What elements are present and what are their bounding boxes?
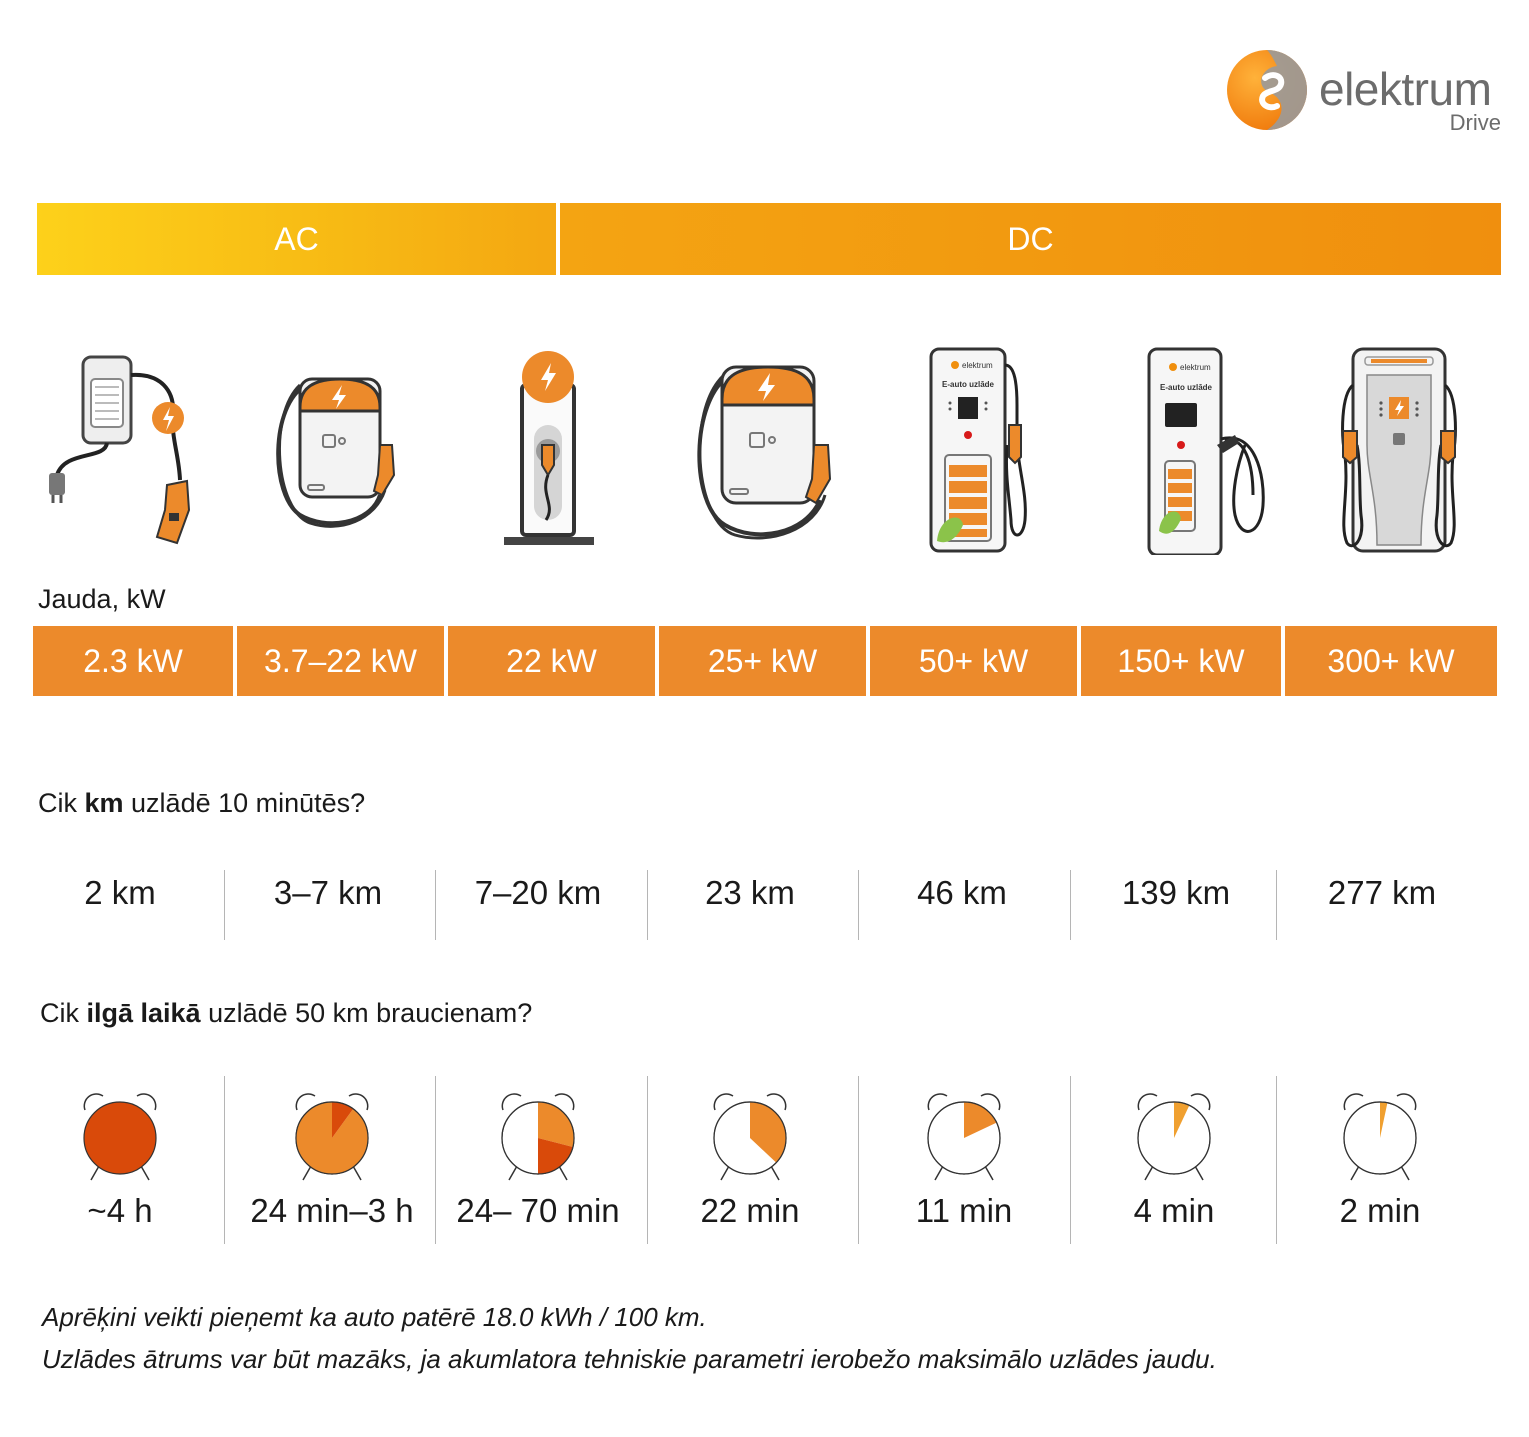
charge-time-label: 22 min xyxy=(700,1192,800,1229)
km-value: 46 km xyxy=(917,874,1007,911)
footnote-consumption: Aprēķini veikti pieņemt ka auto patērē 1… xyxy=(42,1302,707,1332)
charge-time-item: 24 min–3 h xyxy=(232,1080,432,1245)
divider xyxy=(1276,1076,1277,1244)
charge-time-label: 2 min xyxy=(1339,1192,1421,1229)
divider xyxy=(1070,870,1071,940)
charge-time-item: 22 min xyxy=(650,1080,850,1245)
alarm-clock-icon xyxy=(1137,1093,1211,1181)
charge-time-wedge xyxy=(1380,1102,1388,1138)
dc-station-50-icon: elektrum E-auto uzlāde xyxy=(925,345,1035,555)
brand-sub: Drive xyxy=(1449,110,1501,135)
ac-label: AC xyxy=(274,220,319,257)
alarm-clock-icon xyxy=(501,1093,575,1181)
power-cell: 150+ kW xyxy=(1081,626,1281,696)
brand-name: elektrum xyxy=(1319,63,1492,115)
charge-time-inner-wedge xyxy=(332,1102,354,1138)
charge-time-item: 2 min xyxy=(1280,1080,1480,1245)
charge-time-item: 24– 70 min xyxy=(438,1080,638,1245)
divider xyxy=(224,870,225,940)
power-row: 2.3 kW 3.7–22 kW 22 kW 25+ kW 50+ kW 150… xyxy=(33,626,1497,696)
charge-time-label: 4 min xyxy=(1133,1192,1215,1229)
charge-time-inner-wedge xyxy=(538,1138,573,1174)
dc-label: DC xyxy=(1007,220,1054,257)
divider xyxy=(647,870,648,940)
charge-time-item: 11 min xyxy=(864,1080,1064,1245)
power-cell: 25+ kW xyxy=(659,626,866,696)
km-question: Cik km uzlādē 10 minūtēs? xyxy=(38,788,366,818)
divider xyxy=(435,1076,436,1244)
station-title-text: E-auto uzlāde xyxy=(1160,383,1213,392)
divider xyxy=(224,1076,225,1244)
charge-time-item: ~4 h xyxy=(20,1080,220,1245)
wallbox-dc-charger-icon xyxy=(690,345,840,555)
wallbox-charger-icon xyxy=(270,345,400,555)
hpc-station-300-icon xyxy=(1335,345,1465,555)
charge-time-wedge xyxy=(1174,1102,1190,1138)
station-title-text: E-auto uzlāde xyxy=(942,380,995,389)
dc-station-150-icon: elektrum E-auto uzlāde xyxy=(1145,345,1275,555)
power-cell: 22 kW xyxy=(448,626,655,696)
charge-time-item: 4 min xyxy=(1074,1080,1274,1245)
alarm-clock-icon xyxy=(1343,1093,1417,1181)
power-cell: 300+ kW xyxy=(1285,626,1497,696)
divider xyxy=(858,1076,859,1244)
time-question: Cik ilgā laikā uzlādē 50 km braucienam? xyxy=(40,998,533,1028)
km-value: 7–20 km xyxy=(474,874,602,911)
charge-time-label: 24 min–3 h xyxy=(250,1192,414,1229)
dc-band: DC xyxy=(560,203,1501,275)
portable-charger-icon xyxy=(45,345,195,555)
divider xyxy=(1070,1076,1071,1244)
power-cell: 2.3 kW xyxy=(33,626,233,696)
pillar-charger-icon xyxy=(500,345,600,555)
km-value: 139 km xyxy=(1121,874,1231,911)
power-cell: 50+ kW xyxy=(870,626,1077,696)
station-brand-text: elektrum xyxy=(962,361,993,370)
charge-time-wedge xyxy=(538,1102,575,1147)
divider xyxy=(647,1076,648,1244)
alarm-clock-icon xyxy=(83,1093,157,1181)
ac-band: AC xyxy=(37,203,556,275)
alarm-clock-icon xyxy=(927,1093,1001,1181)
charge-time-label: ~4 h xyxy=(87,1192,153,1229)
km-value: 3–7 km xyxy=(273,874,383,911)
charge-time-wedge xyxy=(964,1102,997,1138)
station-brand-text: elektrum xyxy=(1180,363,1211,372)
footnote-limitation: Uzlādes ātrums var būt mazāks, ja akumla… xyxy=(42,1344,1217,1374)
alarm-clock-icon xyxy=(295,1093,369,1181)
divider xyxy=(435,870,436,940)
power-label: Jauda, kW xyxy=(38,584,166,614)
charge-time-label: 11 min xyxy=(915,1192,1013,1229)
km-value: 277 km xyxy=(1327,874,1437,911)
elektrum-logo-icon xyxy=(1227,50,1307,130)
km-value: 2 km xyxy=(84,874,156,911)
divider xyxy=(1276,870,1277,940)
km-value: 23 km xyxy=(705,874,795,911)
charge-time-label: 24– 70 min xyxy=(456,1192,620,1229)
divider xyxy=(858,870,859,940)
brand-logo: elektrum Drive xyxy=(1225,48,1515,135)
alarm-clock-icon xyxy=(713,1093,787,1181)
power-cell: 3.7–22 kW xyxy=(237,626,444,696)
charge-time-wedge xyxy=(750,1102,786,1163)
clock-face xyxy=(83,1101,157,1175)
